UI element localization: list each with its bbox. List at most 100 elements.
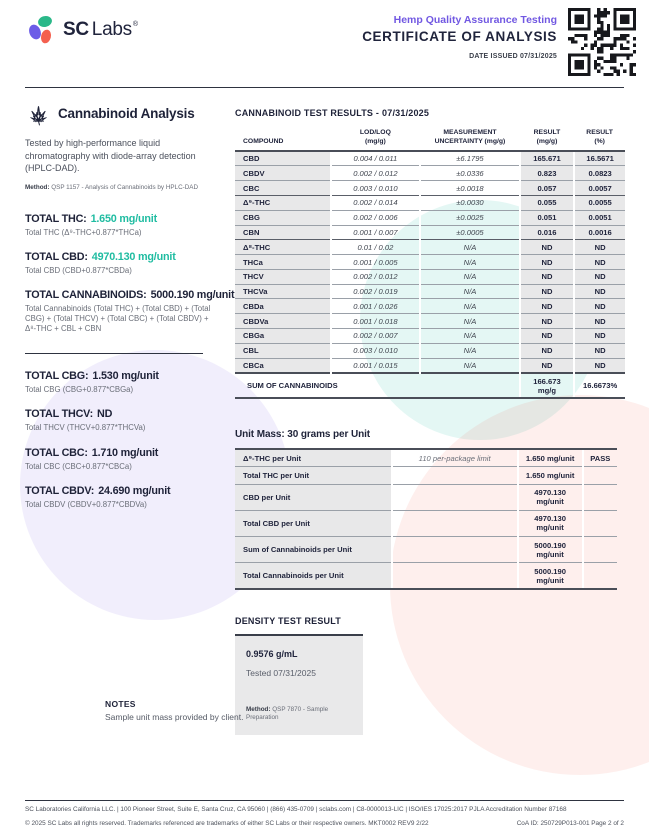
- footer-lab-info: SC Laboratories California LLC. | 100 Pi…: [25, 806, 567, 813]
- table-row: CBDa 0.001 / 0.026 N/A ND ND: [235, 298, 625, 315]
- table-row: CBN 0.001 / 0.007 ±0.0005 0.016 0.0016: [235, 225, 625, 241]
- lodloq-cell: 0.002 / 0.006: [329, 210, 421, 226]
- unit-mass-row: Total THC per Unit 1.650 mg/unit: [235, 466, 617, 485]
- left-column-divider: [25, 353, 203, 355]
- cannabinoid-analysis-panel: Cannabinoid Analysis Tested by high-perf…: [25, 99, 235, 523]
- result-pct-cell: 0.0051: [573, 210, 625, 226]
- compound-cell: THCV: [235, 269, 331, 285]
- compound-cell: CBL: [235, 343, 331, 359]
- footer-divider: [25, 800, 624, 801]
- col-header-uncertainty: MEASUREMENT UNCERTAINTY (mg/g): [420, 126, 520, 152]
- table-row: CBDV 0.002 / 0.012 ±0.0336 0.823 0.0823: [235, 165, 625, 182]
- result-mg-cell: 0.016: [518, 225, 575, 241]
- lodloq-cell: 0.001 / 0.018: [329, 313, 421, 330]
- total-formula: Total CBG (CBG+0.877*CBGa): [25, 385, 134, 395]
- header-divider: [25, 87, 624, 88]
- total-line: TOTAL CANNABINOIDS: 5000.190 mg/unit: [25, 288, 235, 301]
- total-label: TOTAL CANNABINOIDS:: [25, 288, 147, 301]
- lodloq-cell: 0.01 / 0.02: [329, 239, 421, 256]
- results-title-date: 07/31/2025: [382, 108, 430, 118]
- result-mg-cell: ND: [518, 358, 575, 374]
- result-pct-cell: ND: [573, 328, 625, 344]
- result-mg-cell: ND: [518, 313, 575, 330]
- result-mg-cell: ND: [518, 284, 575, 300]
- compound-cell: THCVa: [235, 284, 331, 300]
- col-header-compound: COMPOUND: [235, 126, 331, 152]
- total-formula: Total THCV (THCV+0.877*THCVa): [25, 423, 146, 433]
- total-line: TOTAL THCV: ND: [25, 408, 223, 420]
- density-title: DENSITY TEST RESULT: [235, 616, 341, 627]
- registered-mark: ®: [132, 21, 138, 28]
- result-mg-cell: ND: [518, 254, 575, 270]
- unit-status-cell: [581, 484, 617, 511]
- uncertainty-cell: N/A: [419, 313, 520, 330]
- unit-status-cell: [581, 562, 617, 591]
- uncertainty-cell: N/A: [419, 328, 520, 344]
- uncertainty-cell: ±0.0018: [419, 180, 520, 196]
- results-panel: CANNABINOID TEST RESULTS -07/31/2025 COM…: [235, 108, 625, 735]
- unit-status-cell: [581, 510, 617, 537]
- result-mg-cell: ND: [518, 239, 575, 256]
- section-title: Cannabinoid Analysis: [58, 106, 195, 121]
- total-line: TOTAL CBC: 1.710 mg/unit: [25, 447, 223, 459]
- notes-section: NOTES Sample unit mass provided by clien…: [105, 699, 243, 722]
- lodloq-cell: 0.002 / 0.019: [329, 284, 421, 300]
- col-header-result-pct: RESULT (%): [574, 126, 625, 152]
- table-row: THCVa 0.002 / 0.019 N/A ND ND: [235, 284, 625, 300]
- unit-limit-cell: 110 per-package limit: [390, 448, 518, 468]
- compound-cell: CBN: [235, 225, 331, 241]
- total-value: 4970.130 mg/unit: [91, 250, 176, 263]
- density-result-box: 0.9576 g/mL Tested 07/31/2025 Method: QS…: [235, 636, 363, 735]
- result-pct-cell: 0.0823: [573, 165, 625, 182]
- total-value: 1.530 mg/unit: [92, 370, 159, 383]
- total-block: TOTAL CBG: 1.530 mg/unit Total CBG (CBG+0.…: [25, 370, 223, 395]
- table-row: Δ⁸-THC 0.01 / 0.02 N/A ND ND: [235, 239, 625, 256]
- result-pct-cell: ND: [573, 239, 625, 256]
- table-header-row: COMPOUND LOD/LOQ (mg/g) MEASUREMENT UNCERT…: [235, 126, 625, 152]
- density-method: Method: QSP 7870 - Sample Preparation: [246, 706, 352, 722]
- density-method-label: Method:: [246, 706, 271, 714]
- total-value: 24.690 mg/unit: [98, 484, 171, 497]
- footer-coa-id: CoA ID: 250729P013-001 Page 2 of 2: [516, 820, 624, 827]
- total-value: 1.710 mg/unit: [91, 446, 159, 459]
- col-header-lodloq: LOD/LOQ (mg/g): [330, 126, 421, 152]
- result-pct-cell: ND: [573, 343, 625, 359]
- unit-status-cell: [581, 466, 617, 485]
- total-block: TOTAL THC: 1.650 mg/unit Total THC (Δ⁹-THC…: [25, 213, 223, 238]
- table-row: CBDVa 0.001 / 0.018 N/A ND ND: [235, 313, 625, 330]
- lodloq-cell: 0.003 / 0.010: [329, 343, 421, 359]
- total-formula: Total CBC (CBC+0.877*CBCa): [25, 461, 132, 471]
- total-label: TOTAL CBDV:: [25, 484, 95, 497]
- unit-limit-cell: [390, 562, 518, 591]
- unit-limit-cell: [390, 536, 518, 564]
- result-pct-cell: 0.0057: [573, 180, 625, 196]
- compound-cell: CBDVa: [235, 313, 331, 330]
- unit-limit-cell: [390, 510, 518, 537]
- unit-mass-row: Sum of Cannabinoids per Unit 5000.190 mg/…: [235, 536, 617, 564]
- cannabinoid-results-table: COMPOUND LOD/LOQ (mg/g) MEASUREMENT UNCERT…: [235, 126, 625, 400]
- result-mg-cell: ND: [518, 298, 575, 315]
- uncertainty-cell: ±0.0025: [419, 210, 520, 226]
- unit-label-cell: Total THC per Unit: [235, 466, 392, 485]
- result-mg-cell: 0.823: [518, 165, 575, 182]
- lodloq-cell: 0.001 / 0.026: [329, 298, 421, 315]
- header-text-block: Hemp Quality Assurance Testing CERTIFICA…: [362, 14, 557, 60]
- compound-cell: CBDV: [235, 165, 331, 182]
- unit-mass-row: Total CBD per Unit 4970.130 mg/unit: [235, 510, 617, 537]
- unit-limit-cell: [390, 484, 518, 511]
- compound-cell: CBC: [235, 180, 331, 196]
- uncertainty-cell: ±0.0005: [419, 225, 520, 241]
- unit-mass-row: Total Cannabinoids per Unit 5000.190 mg/u…: [235, 562, 617, 591]
- result-mg-cell: 0.057: [518, 180, 575, 196]
- unit-mass-table: Δ⁹-THC per Unit 110 per-package limit 1.65…: [235, 448, 617, 591]
- total-line: TOTAL THC: 1.650 mg/unit: [25, 213, 223, 225]
- section-head: Cannabinoid Analysis: [25, 99, 223, 128]
- result-mg-cell: ND: [518, 269, 575, 285]
- lodloq-cell: 0.001 / 0.015: [329, 358, 421, 374]
- compound-cell: Δ⁹-THC: [235, 195, 331, 211]
- total-block: TOTAL CANNABINOIDS: 5000.190 mg/unit Total…: [25, 288, 235, 334]
- notes-text: Sample unit mass provided by client.: [105, 712, 244, 722]
- total-label: TOTAL CBC:: [25, 446, 88, 459]
- density-value: 0.9576 g/mL: [246, 649, 298, 660]
- total-label: TOTAL CBD:: [25, 250, 88, 263]
